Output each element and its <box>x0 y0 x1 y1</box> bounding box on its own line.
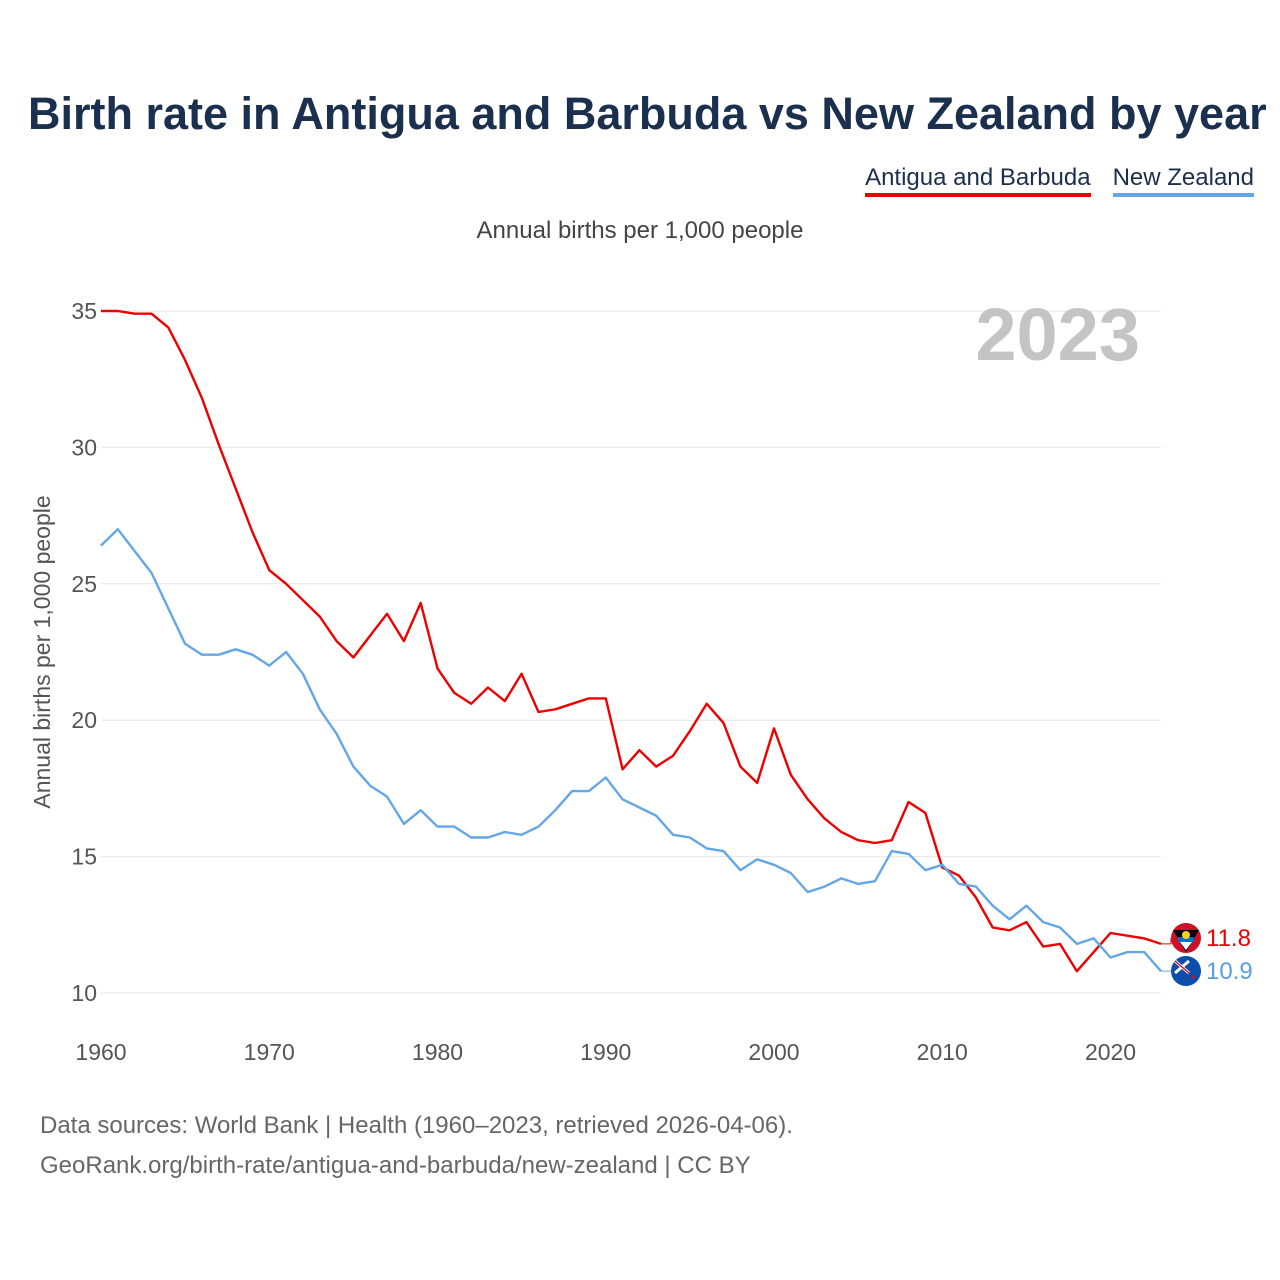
x-tick-label: 2010 <box>917 1039 968 1065</box>
source-line-2[interactable]: GeoRank.org/birth-rate/antigua-and-barbu… <box>40 1152 751 1179</box>
y-tick-label: 25 <box>71 571 97 597</box>
x-tick-label: 1970 <box>244 1039 295 1065</box>
series-line-antigua <box>101 309 1162 973</box>
x-tick-label: 1980 <box>412 1039 463 1065</box>
end-value-label: 10.9 <box>1206 958 1253 985</box>
legend-item-antigua[interactable]: Antigua and Barbuda <box>865 164 1091 197</box>
y-tick-label: 10 <box>71 980 97 1006</box>
chart-subtitle: Annual births per 1,000 people <box>476 217 804 244</box>
antigua-flag-white <box>1180 942 1192 950</box>
y-tick-label: 35 <box>71 298 97 324</box>
source-note: Data sources: World Bank | Health (1960–… <box>40 1106 793 1186</box>
antigua-flag-sun <box>1182 931 1190 939</box>
new-zealand-flag-star <box>1191 975 1195 979</box>
y-tick-label: 20 <box>71 707 97 733</box>
x-tick-label: 1960 <box>75 1039 126 1065</box>
year-watermark: 2023 <box>975 293 1140 376</box>
source-line-1: Data sources: World Bank | Health (1960–… <box>40 1112 793 1139</box>
y-axis-title: Annual births per 1,000 people <box>29 495 55 808</box>
legend: Antigua and Barbuda New Zealand <box>865 164 1254 197</box>
end-connector <box>1161 938 1172 945</box>
x-tick-label: 2020 <box>1085 1039 1136 1065</box>
end-value-label: 11.8 <box>1206 925 1251 952</box>
y-tick-label: 30 <box>71 434 97 460</box>
new-zealand-flag-union-red <box>1174 960 1190 974</box>
legend-item-new-zealand[interactable]: New Zealand <box>1112 164 1254 197</box>
chart-title: Birth rate in Antigua and Barbuda vs New… <box>28 88 1267 139</box>
x-tick-label: 1990 <box>580 1039 631 1065</box>
y-tick-label: 15 <box>71 844 97 870</box>
antigua-flag-band <box>1178 937 1194 942</box>
x-tick-label: 2000 <box>748 1039 799 1065</box>
series-line-new-zealand <box>100 528 1162 972</box>
